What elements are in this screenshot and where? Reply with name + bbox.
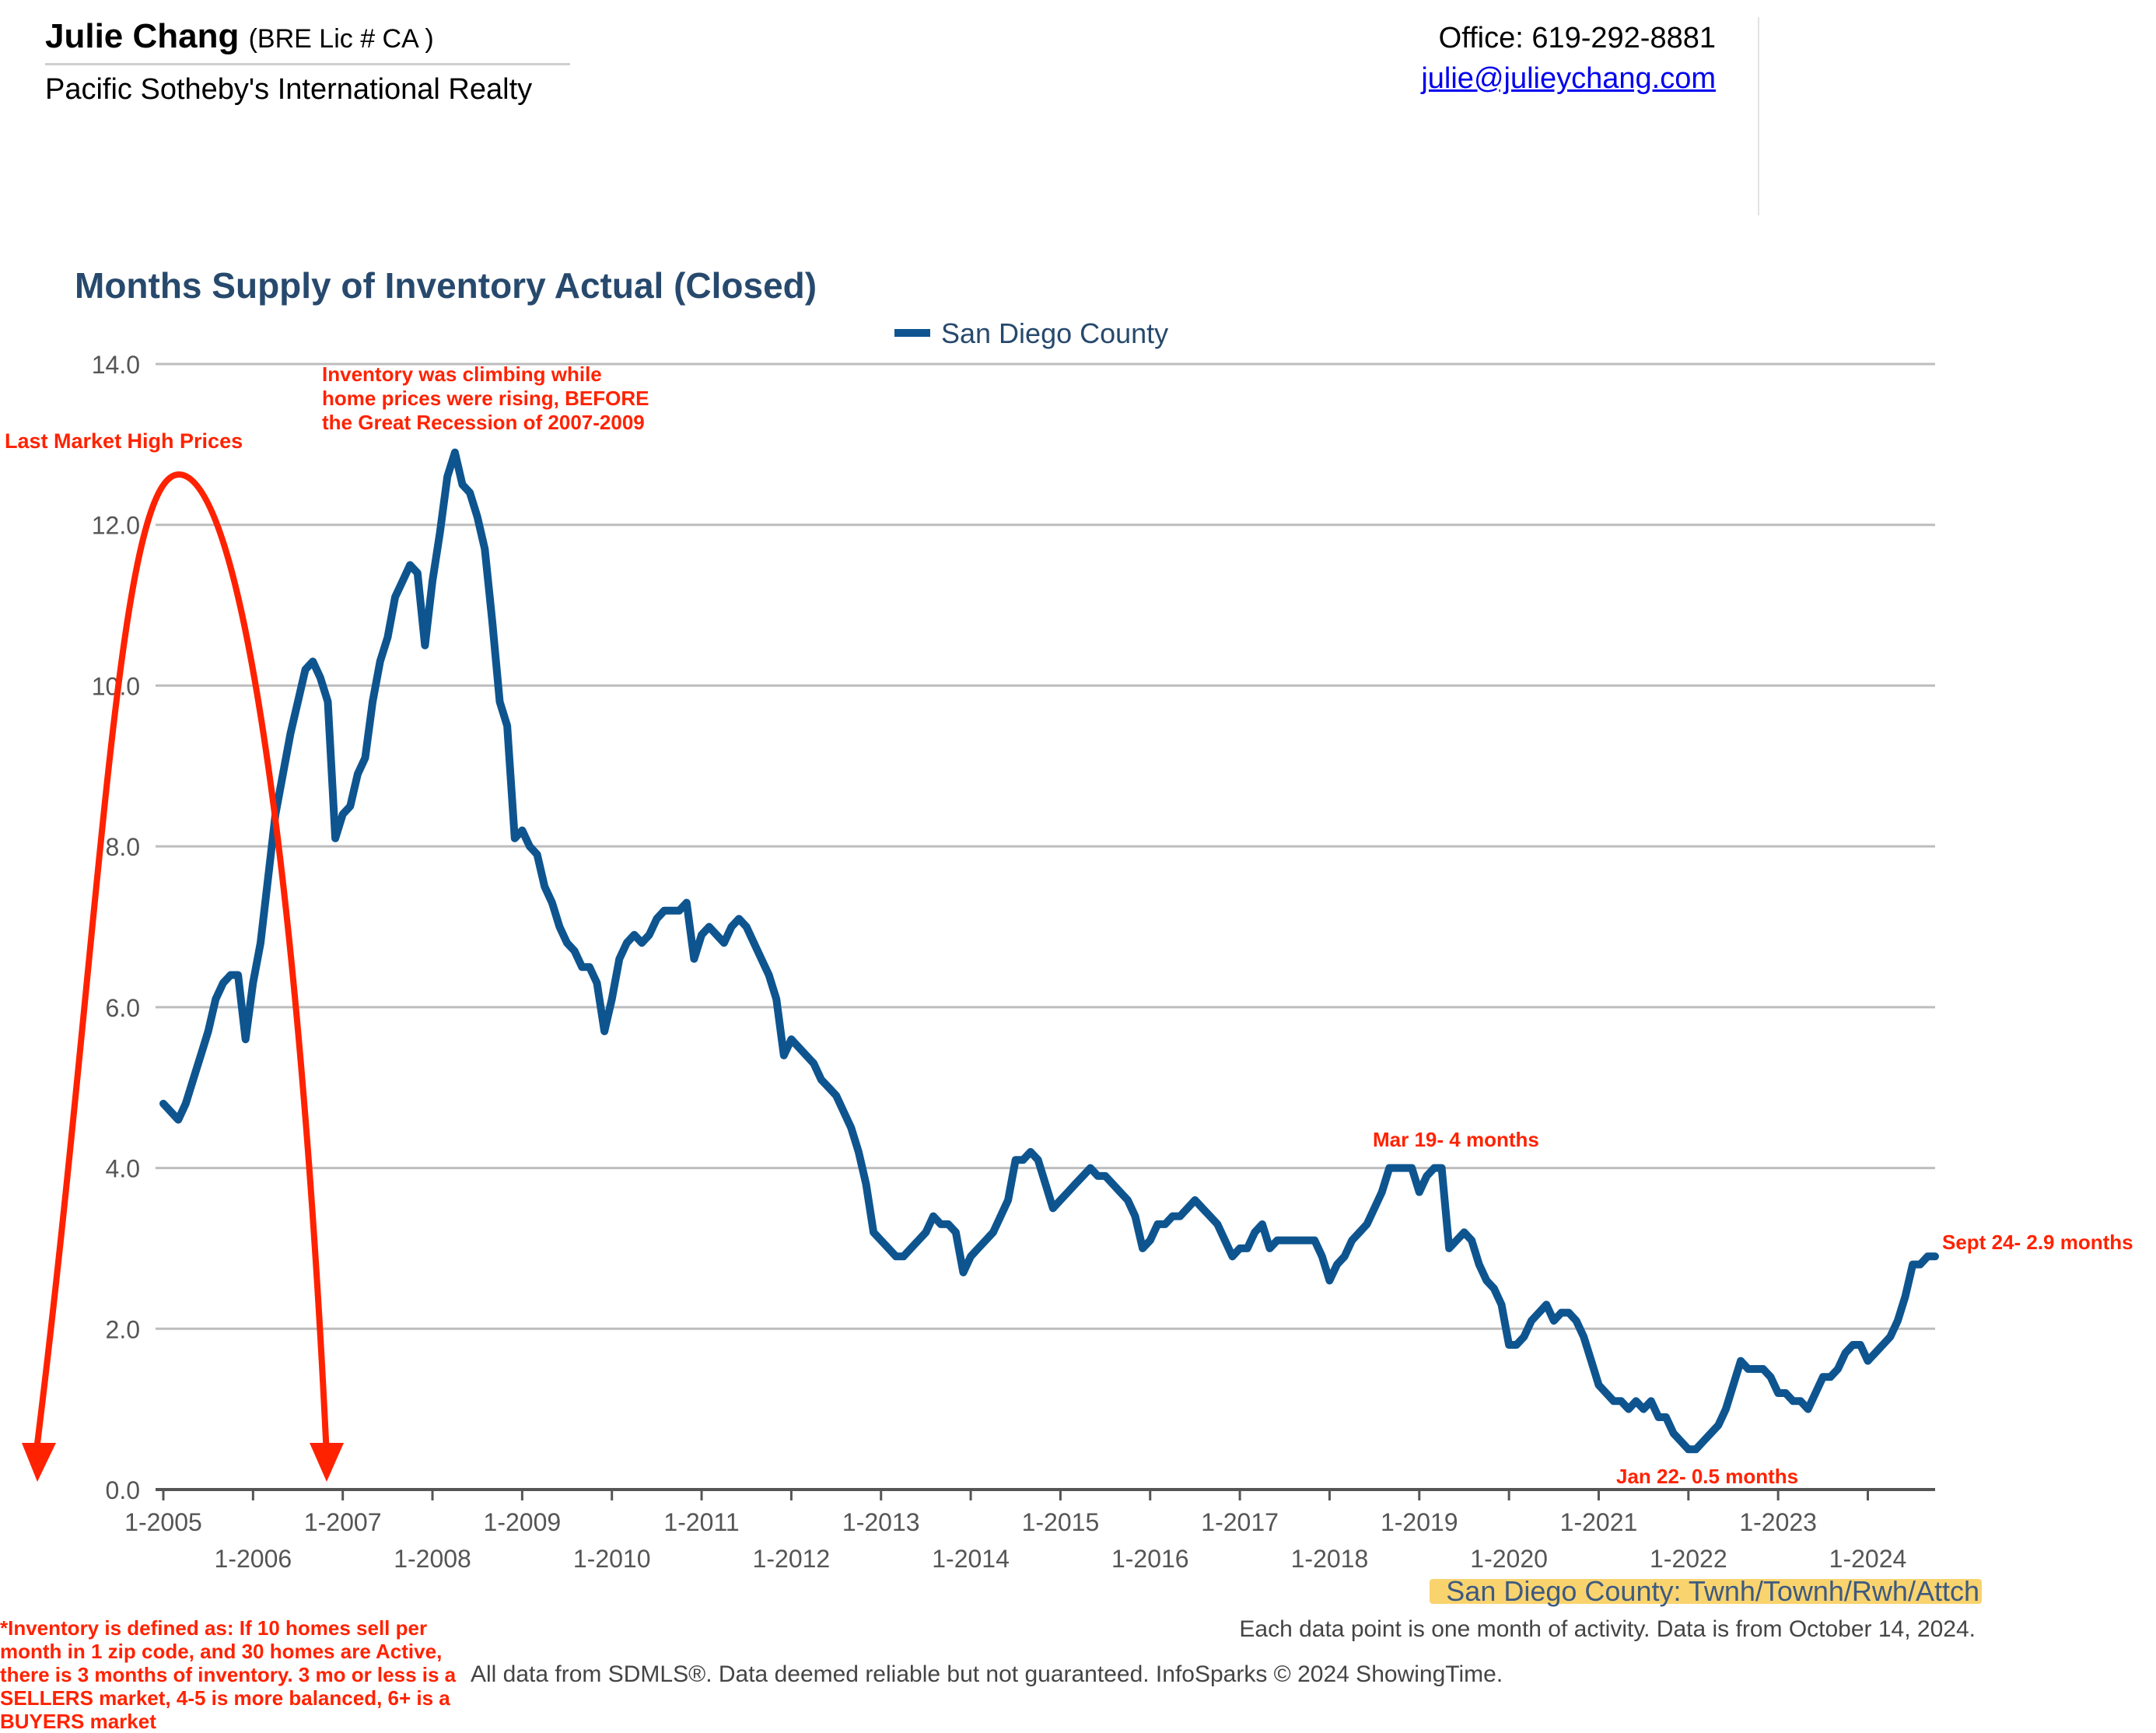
office-phone: Office: 619-292-8881 [1438, 22, 1716, 54]
inventory-definition: *Inventory is defined as: If 10 homes se… [0, 1616, 457, 1733]
x-tick-label: 1-2020 [1470, 1545, 1548, 1573]
x-tick-label: 1-2013 [842, 1508, 920, 1536]
x-tick-label: 1-2019 [1381, 1508, 1458, 1536]
x-tick-label: 1-2008 [394, 1545, 471, 1573]
y-tick-label: 2.0 [106, 1315, 140, 1343]
annotation-last-market-high: Last Market High Prices [5, 429, 243, 453]
annotation-inventory-climbing: Inventory was climbing while home prices… [322, 362, 655, 434]
y-tick-label: 12.0 [92, 512, 140, 540]
red-arc [33, 471, 330, 1459]
annotation-line: the Great Recession of 2007-2009 [322, 411, 645, 434]
legend[interactable]: San Diego County [894, 317, 1168, 349]
data-note: Each data point is one month of activity… [1239, 1616, 1976, 1642]
x-tick-label: 1-2018 [1291, 1545, 1369, 1573]
x-tick-label: 1-2009 [484, 1508, 562, 1536]
arrow-right-icon [310, 1443, 344, 1482]
chart-subtitle: San Diego County: Twnh/Townh/Rwh/Attch [1446, 1575, 1979, 1607]
series-line-san-diego-county [159, 448, 1939, 1454]
y-tick-label: 4.0 [106, 1155, 140, 1183]
agent-company: Pacific Sotheby's International Realty [45, 73, 533, 106]
x-tick-label: 1-2022 [1650, 1545, 1727, 1573]
annotation-line: Inventory was climbing while [322, 362, 602, 386]
email-link[interactable]: julie@julieychang.com [1421, 62, 1716, 95]
x-axis: 1-2005 1-2006 1-2007 1-2008 1-2009 1-2010 1-20… [124, 1488, 1935, 1573]
annotation-jan22: Jan 22- 0.5 months [1616, 1465, 1798, 1488]
x-tick-label: 1-2021 [1560, 1508, 1638, 1536]
x-tick-label: 1-2006 [215, 1545, 292, 1573]
annotation-mar19: Mar 19- 4 months [1373, 1128, 1539, 1151]
x-tick-label: 1-2014 [932, 1545, 1010, 1573]
red-arc-annotation [22, 471, 344, 1482]
y-tick-label: 6.0 [106, 994, 140, 1022]
series-line-group [159, 448, 1939, 1454]
x-tick-label: 1-2012 [753, 1545, 831, 1573]
chart-title: Months Supply of Inventory Actual (Close… [75, 265, 817, 306]
annotation-sept24: Sept 24- 2.9 months [1942, 1231, 2133, 1254]
x-tick-label: 1-2011 [663, 1508, 739, 1536]
x-tick-label: 1-2023 [1739, 1508, 1817, 1536]
y-tick-label: 14.0 [92, 351, 140, 379]
x-tick-label: 1-2005 [124, 1508, 202, 1536]
gridlines [156, 362, 1935, 1330]
x-tick-label: 1-2007 [304, 1508, 382, 1536]
x-tick-label: 1-2016 [1111, 1545, 1189, 1573]
y-axis-ticks: 0.02.04.06.08.010.012.014.0 [92, 351, 140, 1504]
agent-license: (BRE Lic # CA ) [248, 24, 434, 54]
y-tick-label: 8.0 [106, 833, 140, 861]
x-tick-label: 1-2017 [1201, 1508, 1279, 1536]
arrow-left-icon [22, 1443, 56, 1482]
agent-name: Julie Chang (BRE Lic # CA ) [45, 17, 434, 55]
x-tick-label: 1-2015 [1022, 1508, 1100, 1536]
legend-swatch [894, 329, 930, 337]
data-source: All data from SDMLS®. Data deemed reliab… [471, 1661, 1503, 1687]
legend-label: San Diego County [941, 317, 1168, 349]
annotation-line: home prices were rising, BEFORE [322, 387, 649, 410]
subtitle-highlight [1430, 1579, 1982, 1604]
header-vertical-divider [1758, 17, 1759, 215]
x-tick-label: 1-2010 [573, 1545, 651, 1573]
x-tick-label: 1-2024 [1829, 1545, 1907, 1573]
header-divider [45, 63, 570, 65]
y-tick-label: 0.0 [106, 1476, 140, 1504]
